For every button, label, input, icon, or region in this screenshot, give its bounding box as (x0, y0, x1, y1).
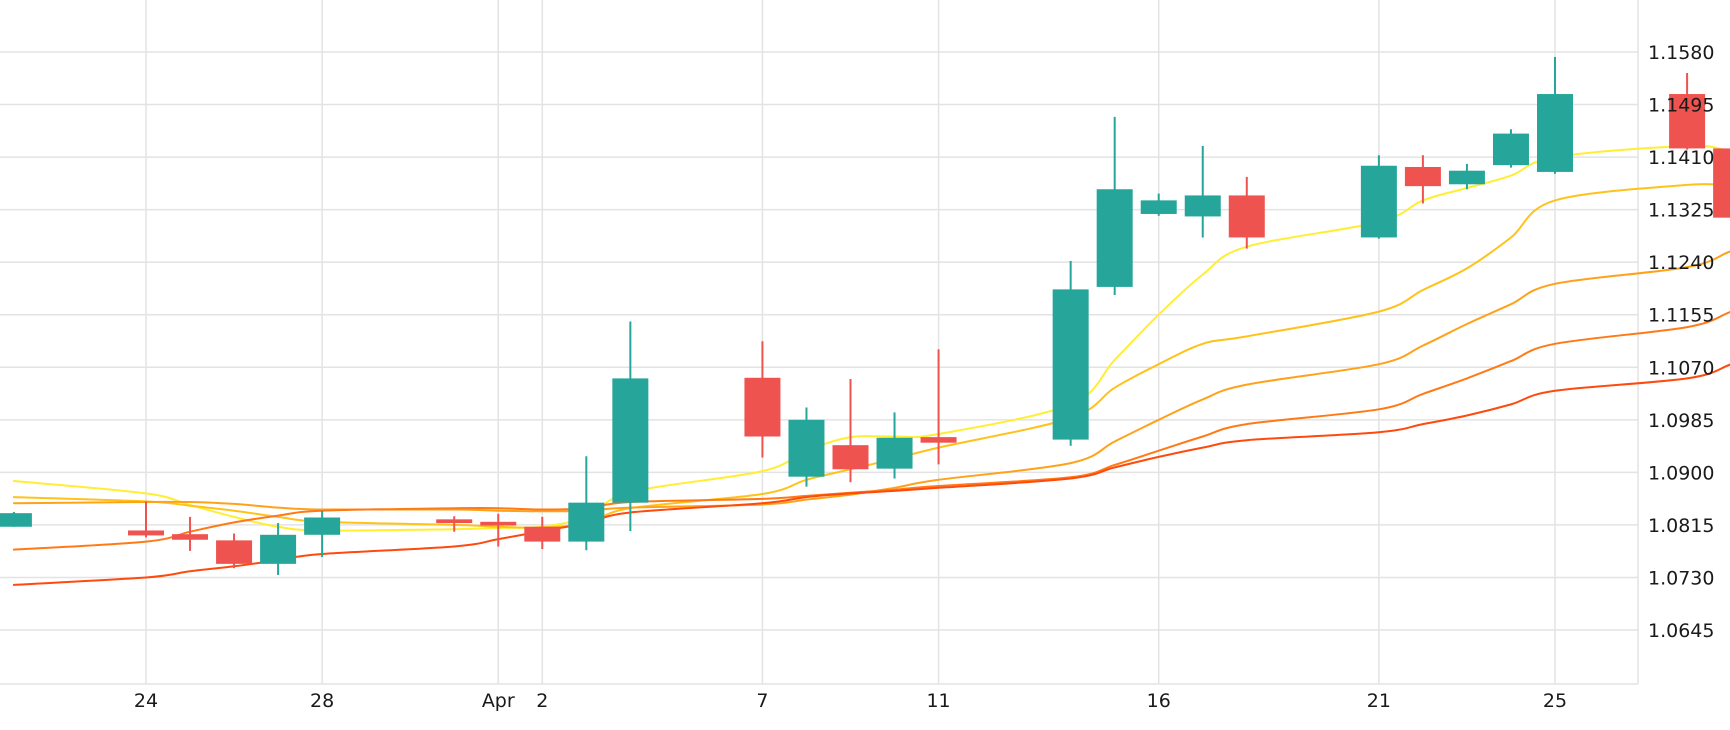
candle-body-up (1140, 200, 1177, 214)
candle-body-down (920, 437, 957, 443)
candle-body-down (1404, 166, 1441, 187)
candles (0, 56, 1730, 575)
candle (216, 533, 253, 569)
candle (1052, 260, 1089, 446)
candle-body-up (612, 378, 649, 503)
candle (128, 501, 164, 538)
y-tick-label: 1.0985 (1648, 410, 1714, 432)
candle-body-up (304, 517, 341, 535)
moving-average-line-4 (12, 310, 1730, 551)
candle (524, 516, 561, 550)
x-tick-label: 7 (756, 690, 768, 712)
candle (920, 349, 957, 465)
y-tick-label: 1.0900 (1648, 462, 1714, 484)
y-tick-label: 1.0815 (1648, 515, 1714, 537)
candle-body-up (1448, 170, 1485, 185)
candle (1448, 163, 1485, 190)
x-tick-label: 24 (134, 690, 158, 712)
candle (0, 511, 32, 527)
candle (260, 523, 297, 575)
candle (1669, 73, 1706, 150)
candle (612, 321, 649, 532)
moving-average-line-2 (12, 182, 1730, 529)
x-tick-label: Apr (482, 690, 515, 712)
candle-body-up (1492, 133, 1529, 166)
y-tick-label: 1.1325 (1648, 200, 1714, 222)
candle (1140, 193, 1177, 216)
candle (788, 407, 825, 487)
candle (876, 412, 913, 479)
candle-body-down (1228, 195, 1265, 238)
candle-body-down (832, 445, 869, 470)
candle-body-up (0, 513, 32, 527)
candle (1537, 56, 1573, 174)
candle (304, 510, 341, 558)
candle (568, 456, 605, 551)
candle-body-up (1096, 189, 1133, 287)
x-tick-label: 28 (310, 690, 334, 712)
moving-average-lines (12, 144, 1730, 586)
y-tick-label: 1.1155 (1648, 305, 1714, 327)
x-tick-label: 16 (1147, 690, 1171, 712)
x-tick-label: 25 (1543, 690, 1567, 712)
y-tick-label: 1.1070 (1648, 357, 1714, 379)
x-axis: 24 28 Apr 2 7 11 16 21 25 (134, 690, 1567, 712)
candle-body-up (568, 502, 605, 542)
candle (436, 516, 473, 532)
y-tick-label: 1.1240 (1648, 252, 1714, 274)
y-tick-label: 1.0730 (1648, 567, 1714, 589)
x-tick-label: 2 (536, 690, 548, 712)
y-tick-label: 1.1495 (1648, 95, 1714, 117)
candle-body-up (260, 534, 297, 564)
candle-body-up (1184, 195, 1221, 217)
candle-body-down (128, 530, 164, 536)
y-tick-label: 1.0645 (1648, 620, 1714, 642)
candle (480, 513, 517, 547)
candle (744, 341, 781, 458)
x-tick-label: 11 (926, 690, 950, 712)
candle (1228, 176, 1265, 249)
candle (1404, 155, 1441, 204)
candle-body-up (876, 437, 913, 469)
candle (832, 379, 869, 483)
candle-body-down (172, 534, 209, 540)
candle-body-down (744, 377, 781, 437)
y-tick-label: 1.1410 (1648, 147, 1714, 169)
candle-body-up (1052, 289, 1089, 440)
candle-body-up (1360, 165, 1397, 238)
candle (1096, 116, 1133, 295)
grid (0, 0, 1639, 685)
candle (1184, 145, 1221, 238)
moving-average-line-5 (12, 363, 1730, 586)
x-tick-label: 21 (1367, 690, 1391, 712)
candle-body-down (216, 540, 253, 564)
candle (1713, 148, 1730, 218)
y-axis: 1.1580 1.1495 1.1410 1.1325 1.1240 1.1155 1.10… (1648, 42, 1714, 642)
candle (1360, 155, 1397, 239)
y-tick-label: 1.1580 (1648, 42, 1714, 64)
candle-body-up (1537, 94, 1573, 172)
moving-average-line-3 (12, 250, 1730, 513)
candle-body-down (436, 519, 473, 524)
candle-body-down (524, 526, 561, 542)
candle-body-down (1713, 148, 1730, 218)
candle-body-down (480, 521, 517, 526)
candle (1492, 129, 1529, 168)
candle-body-up (788, 419, 825, 477)
candle-body-down (1669, 94, 1706, 149)
candle (172, 516, 209, 551)
